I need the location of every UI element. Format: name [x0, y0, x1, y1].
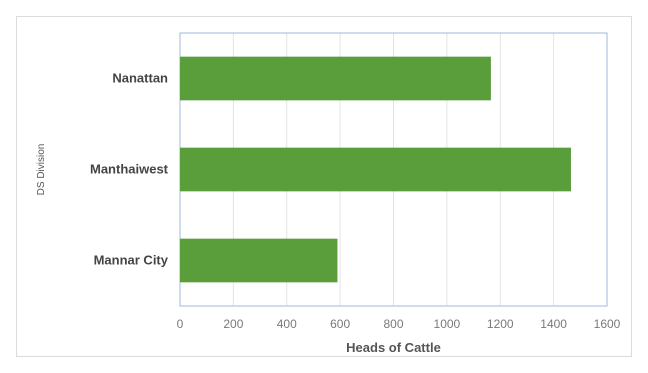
x-tick-label: 800: [383, 317, 403, 331]
x-axis-title: Heads of Cattle: [346, 340, 441, 355]
bar: [180, 238, 338, 283]
x-tick-label: 1400: [540, 317, 567, 331]
x-tick-label: 1200: [487, 317, 514, 331]
bars: [180, 56, 571, 283]
category-label: Manthaiwest: [90, 162, 169, 177]
category-labels: Nanattan Manthaiwest Mannar City: [90, 71, 169, 268]
x-tick-label: 200: [223, 317, 243, 331]
bar: [180, 56, 491, 101]
bar: [180, 147, 571, 192]
x-tick-label: 1600: [594, 317, 621, 331]
category-label: Nanattan: [112, 71, 168, 86]
y-axis-title: DS Division: [36, 144, 47, 196]
category-label: Mannar City: [94, 253, 169, 268]
x-tick-label: 0: [177, 317, 184, 331]
x-tick-labels: 0 200 400 600 800 1000 1200 1400 1600: [177, 317, 621, 331]
x-tick-label: 600: [330, 317, 350, 331]
x-tick-label: 1000: [434, 317, 461, 331]
x-tick-label: 400: [277, 317, 297, 331]
